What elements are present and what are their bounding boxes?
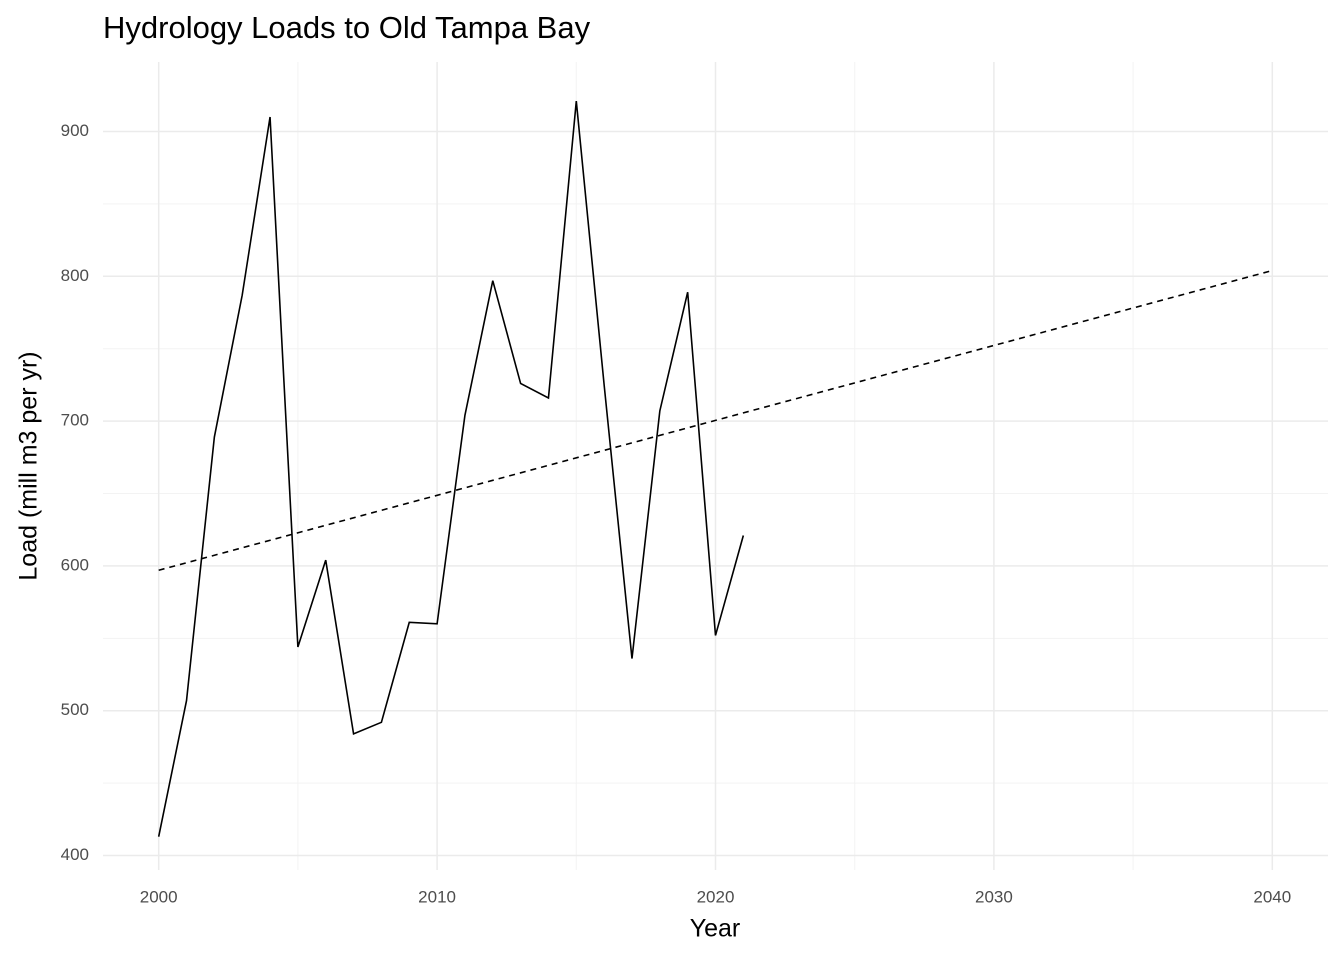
x-tick-label: 2020 — [697, 887, 735, 906]
y-tick-label: 900 — [61, 121, 89, 140]
y-tick-label: 400 — [61, 845, 89, 864]
x-tick-label: 2000 — [140, 887, 178, 906]
data-line — [157, 101, 745, 837]
y-axis-title: Load (mill m3 per yr) — [15, 351, 43, 580]
y-tick-label: 500 — [61, 700, 89, 719]
x-tick-label: 2030 — [975, 887, 1013, 906]
chart-title: Hydrology Loads to Old Tampa Bay — [103, 10, 591, 45]
data-line — [158, 269, 1273, 572]
y-tick-label: 800 — [61, 266, 89, 285]
x-tick-label: 2010 — [418, 887, 456, 906]
x-axis-title: Year — [690, 915, 741, 943]
y-tick-label: 700 — [61, 411, 89, 430]
x-tick-label: 2040 — [1253, 887, 1291, 906]
y-tick-label: 600 — [61, 555, 89, 574]
